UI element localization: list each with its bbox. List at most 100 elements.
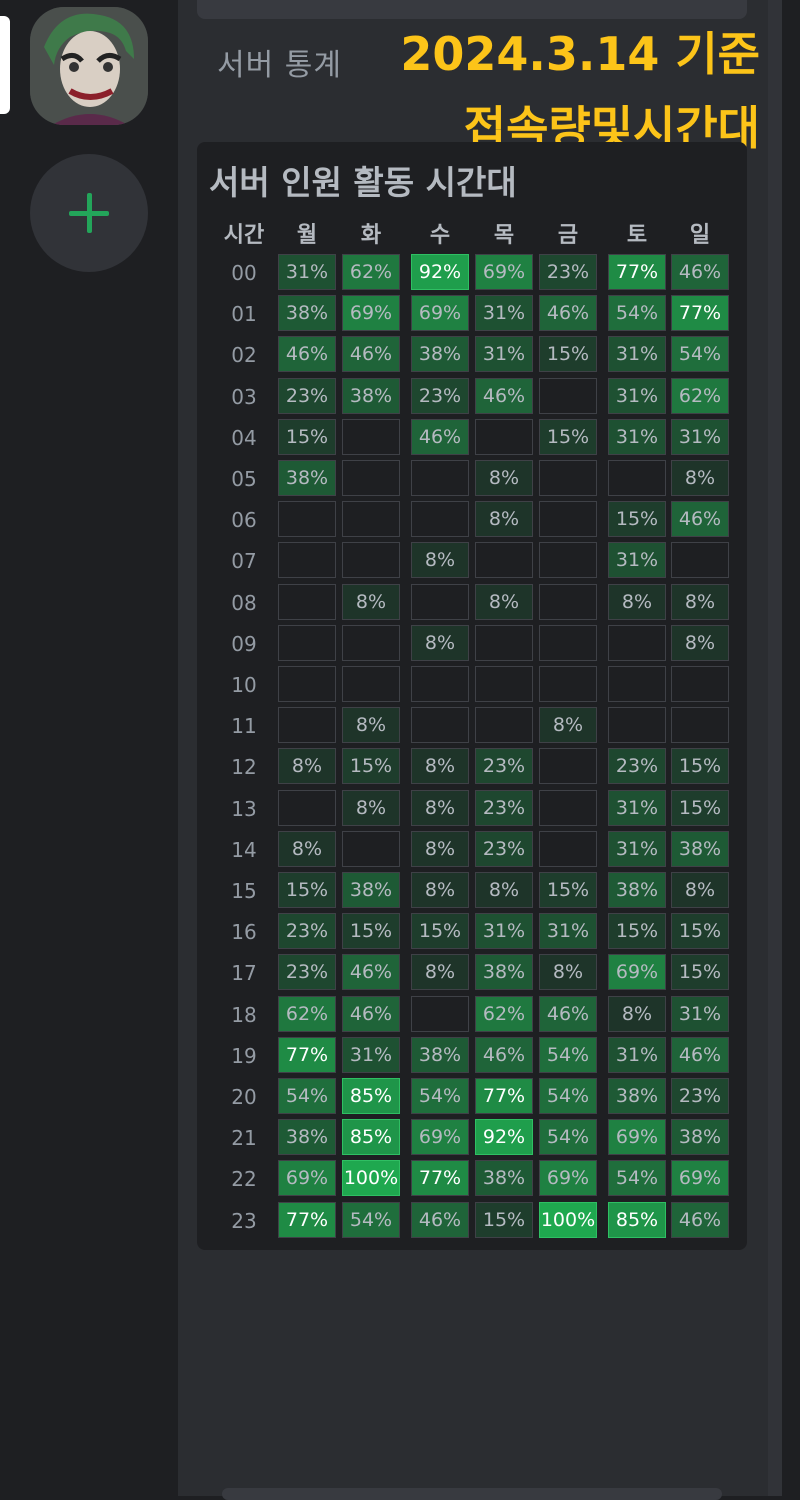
heatmap-cell: 46% xyxy=(278,336,336,372)
heatmap-cell: 23% xyxy=(411,378,469,414)
header-day: 수 xyxy=(429,223,451,248)
heatmap-cell: 46% xyxy=(475,378,533,414)
heatmap-cell xyxy=(539,584,597,620)
header-day: 화 xyxy=(360,223,382,248)
heatmap-cell: 38% xyxy=(411,1037,469,1073)
heatmap-cell xyxy=(342,666,400,702)
heatmap-cell xyxy=(539,501,597,537)
heatmap-cell: 62% xyxy=(278,996,336,1032)
heatmap-cell xyxy=(475,542,533,578)
row-hour-label: 10 xyxy=(231,673,257,697)
heatmap-cell: 69% xyxy=(411,1119,469,1155)
heatmap-cell: 31% xyxy=(671,419,729,455)
heatmap-cell xyxy=(278,501,336,537)
heatmap-cell: 38% xyxy=(278,295,336,331)
heatmap-cell: 54% xyxy=(411,1078,469,1114)
right-edge xyxy=(782,0,800,1496)
heatmap-cell: 38% xyxy=(411,336,469,372)
heatmap-cell: 8% xyxy=(475,584,533,620)
heatmap-cell: 8% xyxy=(475,872,533,908)
heatmap-cell: 8% xyxy=(411,831,469,867)
joker-avatar-icon[interactable] xyxy=(30,7,148,125)
heatmap-cell: 23% xyxy=(475,831,533,867)
header-day: 목 xyxy=(493,223,515,248)
heatmap-cell: 8% xyxy=(278,831,336,867)
heatmap-cell: 38% xyxy=(671,1119,729,1155)
heatmap-cell: 54% xyxy=(539,1037,597,1073)
heatmap-cell xyxy=(475,419,533,455)
row-hour-label: 13 xyxy=(231,797,257,821)
heatmap-cell: 31% xyxy=(539,913,597,949)
heatmap-cell: 23% xyxy=(278,954,336,990)
heatmap-cell xyxy=(671,666,729,702)
row-hour-label: 23 xyxy=(231,1209,257,1233)
section-title: 서버 통계 xyxy=(217,48,342,83)
row-hour-label: 14 xyxy=(231,838,257,862)
heatmap-cell: 54% xyxy=(278,1078,336,1114)
heatmap-cell xyxy=(608,460,666,496)
heatmap-cell: 31% xyxy=(608,378,666,414)
heatmap-cell xyxy=(671,542,729,578)
previous-card xyxy=(197,0,747,19)
heatmap-cell: 62% xyxy=(475,996,533,1032)
plus-icon-bar xyxy=(69,211,109,216)
heatmap-cell: 15% xyxy=(475,1202,533,1238)
heatmap-cell: 23% xyxy=(671,1078,729,1114)
heatmap-cell: 46% xyxy=(475,1037,533,1073)
heatmap-cell: 8% xyxy=(411,748,469,784)
header-day: 토 xyxy=(626,223,648,248)
heatmap-cell: 85% xyxy=(608,1202,666,1238)
heatmap-cell: 54% xyxy=(671,336,729,372)
row-hour-label: 07 xyxy=(231,549,257,573)
card-title: 서버 인원 활동 시간대 xyxy=(209,163,517,202)
heatmap-cell: 46% xyxy=(411,419,469,455)
heatmap-cell: 38% xyxy=(671,831,729,867)
heatmap-cell: 15% xyxy=(539,419,597,455)
heatmap-cell: 62% xyxy=(342,254,400,290)
heatmap-cell: 8% xyxy=(475,460,533,496)
heatmap-cell: 77% xyxy=(278,1202,336,1238)
avatar-image xyxy=(30,7,148,125)
heatmap-cell: 31% xyxy=(608,336,666,372)
row-hour-label: 21 xyxy=(231,1126,257,1150)
row-hour-label: 00 xyxy=(231,261,257,285)
heatmap-cell: 92% xyxy=(475,1119,533,1155)
heatmap-cell: 31% xyxy=(475,295,533,331)
heatmap-cell: 38% xyxy=(278,460,336,496)
row-hour-label: 11 xyxy=(231,714,257,738)
input-bar[interactable] xyxy=(222,1488,722,1500)
heatmap-cell: 8% xyxy=(411,872,469,908)
heatmap-cell xyxy=(539,666,597,702)
heatmap-cell xyxy=(278,625,336,661)
heatmap-cell xyxy=(411,501,469,537)
heatmap-cell xyxy=(342,542,400,578)
heatmap-cell xyxy=(278,584,336,620)
heatmap-cell: 15% xyxy=(342,748,400,784)
heatmap-cell xyxy=(608,707,666,743)
heatmap-cell: 69% xyxy=(671,1160,729,1196)
heatmap-cell: 8% xyxy=(411,625,469,661)
scrollbar-track[interactable] xyxy=(768,0,782,1496)
heatmap-cell: 38% xyxy=(342,378,400,414)
heatmap-cell: 77% xyxy=(278,1037,336,1073)
heatmap-cell: 54% xyxy=(608,1160,666,1196)
heatmap-cell xyxy=(539,748,597,784)
row-hour-label: 20 xyxy=(231,1085,257,1109)
heatmap-cell: 15% xyxy=(278,419,336,455)
heatmap-cell: 8% xyxy=(539,707,597,743)
heatmap-cell: 8% xyxy=(278,748,336,784)
heatmap-cell: 62% xyxy=(671,378,729,414)
heatmap-cell xyxy=(475,707,533,743)
row-hour-label: 03 xyxy=(231,385,257,409)
heatmap-cell: 15% xyxy=(608,913,666,949)
heatmap-cell xyxy=(539,790,597,826)
heatmap-cell: 8% xyxy=(671,584,729,620)
heatmap-cell: 31% xyxy=(475,336,533,372)
add-server-button[interactable] xyxy=(30,154,148,272)
header-time: 시간 xyxy=(223,223,265,248)
heatmap-cell: 31% xyxy=(608,542,666,578)
heatmap-cell: 15% xyxy=(671,748,729,784)
heatmap-cell: 46% xyxy=(342,996,400,1032)
heatmap-cell: 46% xyxy=(671,254,729,290)
heatmap-cell xyxy=(608,666,666,702)
